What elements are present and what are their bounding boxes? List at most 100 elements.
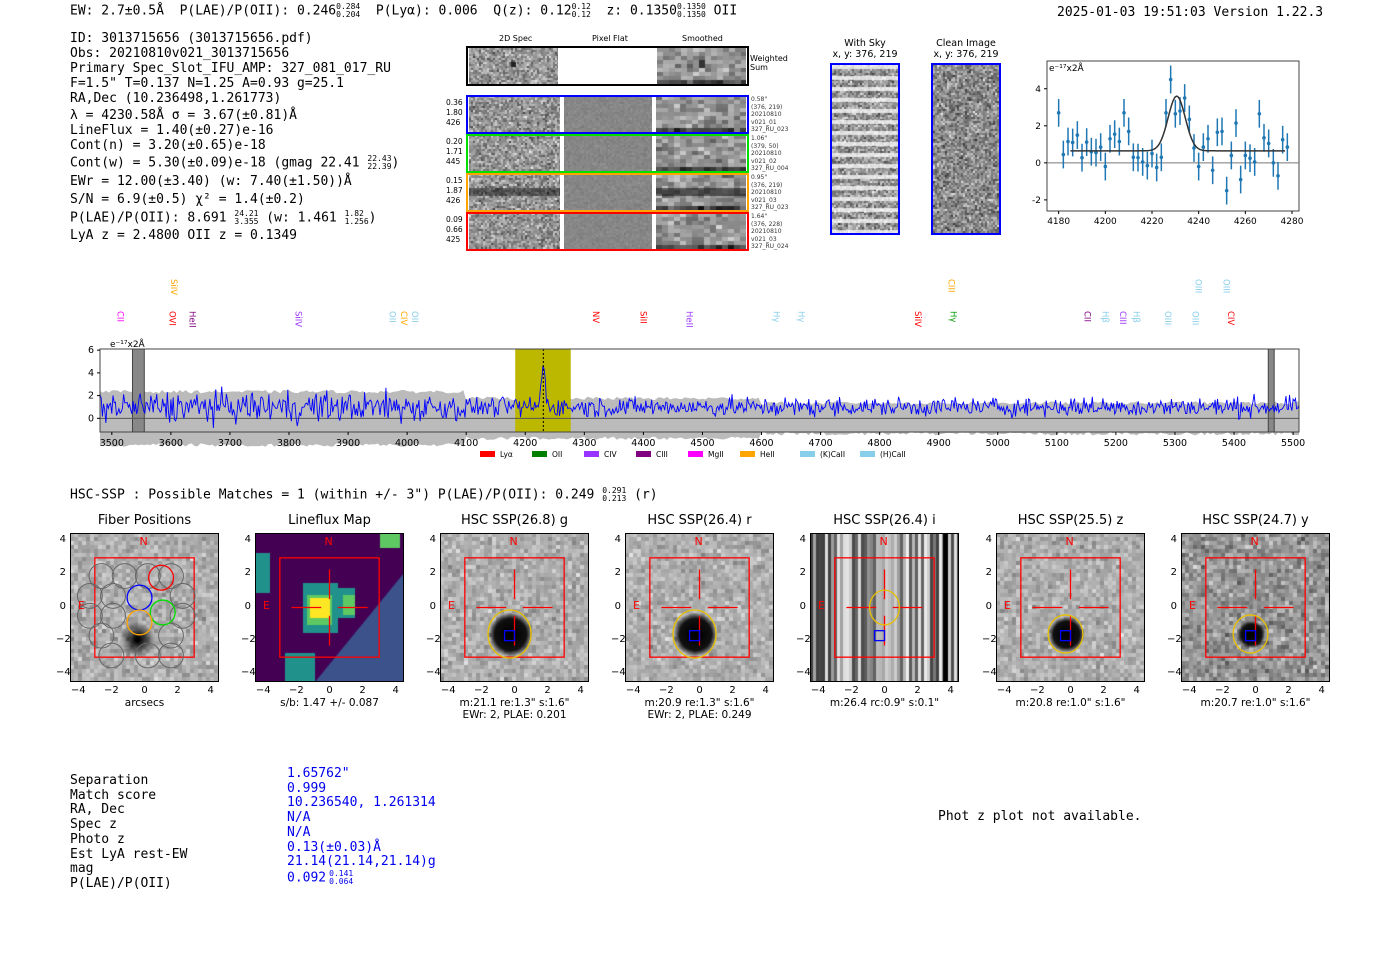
info-lyaz: LyA z = 2.4800 OII z = 0.1349 <box>70 228 297 243</box>
x-tick-label: −2 <box>289 685 304 696</box>
x-tick-label: 4000 <box>395 438 419 449</box>
y-tick-label: −2 <box>1167 633 1182 645</box>
aperture-box <box>1205 557 1306 658</box>
cutout-frame <box>810 533 959 682</box>
row-left-value: 445 <box>446 157 461 166</box>
catalog-marker <box>873 630 886 642</box>
data-point <box>1248 156 1252 161</box>
cutout-caption: s/b: 1.47 +/- 0.087 <box>280 697 379 709</box>
y-tick-label: 2 <box>614 567 621 579</box>
masked-region <box>131 348 145 433</box>
data-point <box>1164 111 1168 115</box>
row-right-value: v021_01 <box>751 118 777 126</box>
hsc-filter: (r) <box>634 487 658 503</box>
match-value: 0.999 <box>287 780 327 796</box>
x-tick-label: 4200 <box>1094 217 1117 227</box>
row-right-value: (376, 219) <box>751 181 783 189</box>
x-tick-label: 5400 <box>1222 438 1246 449</box>
x-tick-label: 4 <box>392 685 399 696</box>
cutout-overlay <box>464 557 565 659</box>
data-point <box>1084 140 1089 144</box>
row-right-value: 0.58" <box>751 96 768 103</box>
y-tick-label: 6 <box>88 345 94 356</box>
fiber-circle <box>158 642 184 669</box>
y-tick-label: 4 <box>244 534 251 546</box>
row-left-value: 0.09 <box>446 215 463 224</box>
line-marker-label: Hβ <box>1099 311 1109 323</box>
x-tick-label: −4 <box>1181 685 1197 696</box>
row-right-value: 327_RU_004 <box>751 165 789 172</box>
info-line: LineFlux = 1.40(±0.27)e-16 <box>70 123 274 138</box>
data-point <box>1262 136 1266 140</box>
y-tick-label: -2 <box>1032 196 1041 206</box>
legend-label: CIII <box>656 450 668 459</box>
line-marker-label: OII <box>409 311 419 323</box>
match-label: RA, Dec <box>70 802 125 818</box>
plae-w-lo: 1.256 <box>344 217 369 226</box>
north-label: N <box>1065 535 1074 548</box>
match-value: 1.65762" <box>287 766 350 781</box>
hsc-plae-hi: 0.291 <box>602 486 627 495</box>
x-tick-label: 2 <box>729 685 736 696</box>
y-tick-label: −2 <box>982 633 997 645</box>
data-point <box>1285 145 1290 149</box>
row-right-value: 327_RU_023 <box>751 204 789 211</box>
legend-swatch <box>688 451 703 457</box>
header-summary: EW: 2.7±0.5Å P(LAE)/P(OII): 0.246 0.284 0.… <box>70 3 737 19</box>
data-point <box>1187 117 1192 122</box>
catalog-ellipse <box>487 609 532 659</box>
x-tick-label: 4 <box>207 685 214 696</box>
plae-hi: 24.21 <box>234 209 259 218</box>
east-label: E <box>818 599 825 612</box>
match-label: Spec z <box>70 817 117 833</box>
x-tick-label: 4 <box>1133 685 1140 696</box>
cutout-frame <box>70 533 219 682</box>
line-marker-label: SiIV <box>292 311 302 327</box>
data-point <box>1075 133 1080 137</box>
line-marker-label: CIII <box>946 279 956 292</box>
row-2dspec-image <box>469 213 560 249</box>
data-point <box>1056 111 1061 115</box>
fiber-circle <box>76 582 103 609</box>
x-tick-label: 5300 <box>1163 438 1187 449</box>
x-tick-label: 0 <box>326 685 333 696</box>
fiber-highlight-circle <box>147 564 175 591</box>
line-marker-label: OIII <box>1220 279 1230 293</box>
x-tick-label: 0 <box>696 685 703 696</box>
data-point <box>1280 137 1285 142</box>
line-marker-label: CIV <box>1225 311 1235 325</box>
y-tick-label: 4 <box>429 534 436 546</box>
line-marker-label: OVI <box>167 311 177 326</box>
x-tick-label: 4900 <box>927 438 951 449</box>
line-marker-label: SiIV <box>168 279 178 295</box>
catalog-marker <box>1059 630 1072 642</box>
legend-swatch <box>860 451 875 457</box>
x-tick-label: −4 <box>70 685 86 696</box>
x-tick-label: 4500 <box>690 438 714 449</box>
east-label: E <box>448 599 455 612</box>
data-point <box>1215 130 1220 135</box>
x-tick-label: −4 <box>255 685 271 696</box>
data-point <box>1224 188 1229 193</box>
row-right-value: 20210810 <box>751 189 782 196</box>
info-line: Cont(n) = 3.20(±0.65)e-18 <box>70 138 266 153</box>
data-point <box>1271 161 1276 165</box>
hsc-summary-text: HSC-SSP : Possible Matches = 1 (within +… <box>70 487 595 503</box>
row-left-value: 1.71 <box>446 147 463 156</box>
fit-frame <box>1046 60 1300 212</box>
x-tick-label: 4800 <box>868 438 892 449</box>
contw-text: Cont(w) = 5.30(±0.09)e-18 (gmag 22.41 <box>70 155 360 171</box>
y-tick-label: 0 <box>429 600 436 612</box>
x-tick-label: 4180 <box>1047 217 1070 227</box>
y-tick-label: 0 <box>244 600 251 612</box>
data-point <box>1159 155 1164 160</box>
row-left-values: 0.09 0.66 425 <box>446 215 463 245</box>
x-tick-label: −2 <box>1030 685 1045 696</box>
info-line: F=1.5" T=0.137 N=1.25 A=0.93 g=25.1 <box>70 76 344 91</box>
data-point <box>1201 145 1206 149</box>
photz-note: Phot z plot not available. <box>938 809 1142 824</box>
x-tick-label: 4260 <box>1234 217 1257 227</box>
cutout-caption: m:26.4 rc:0.9" s:0.1" <box>829 697 940 709</box>
fiber-circle <box>100 582 126 609</box>
contw-end: ) <box>391 155 400 171</box>
